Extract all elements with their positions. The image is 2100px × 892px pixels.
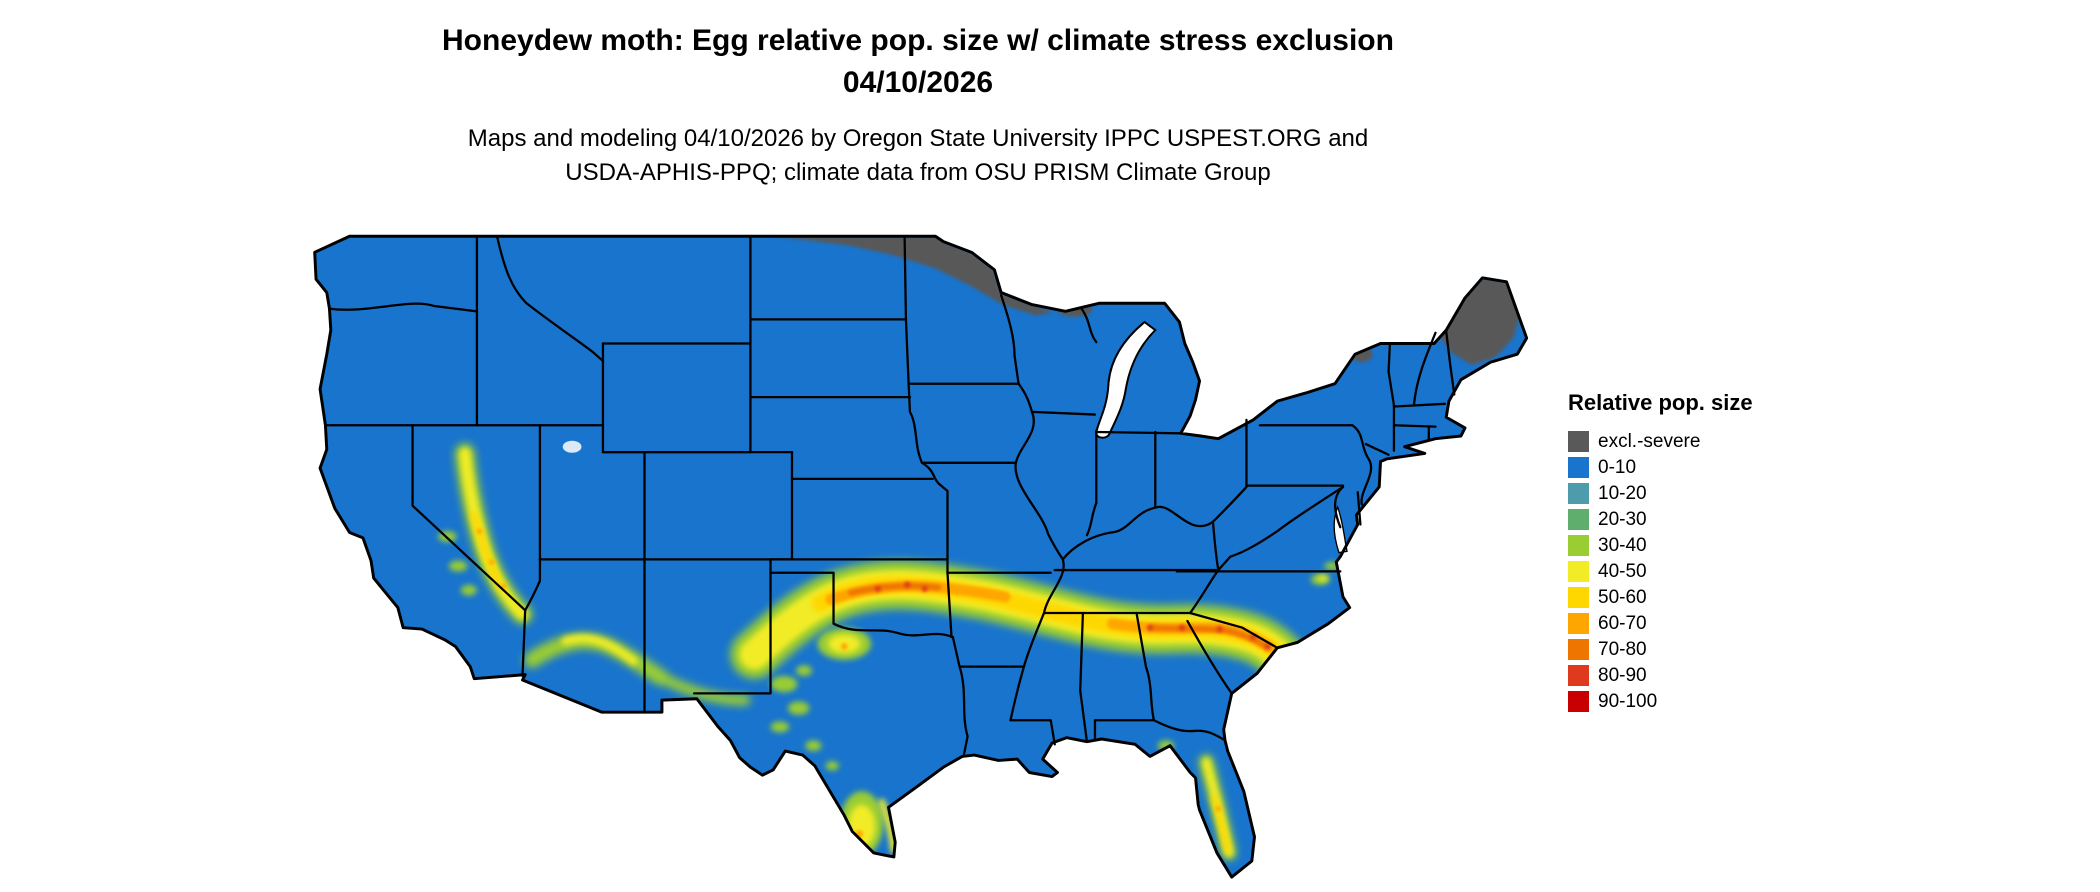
state-border-line: [1085, 429, 1098, 537]
legend-swatch: [1568, 534, 1589, 556]
state-border-line: [1095, 430, 1182, 435]
legend-swatch: [1568, 664, 1589, 686]
map-legend: Relative pop. size excl.-severe 0-10 10-…: [1568, 390, 1753, 714]
legend-label: 50-60: [1598, 586, 1647, 608]
legend-label: 30-40: [1598, 534, 1647, 556]
legend-label: 40-50: [1598, 560, 1647, 582]
legend-label: 0-10: [1598, 456, 1637, 478]
subtitle-line-2: USDA-APHIS-PPQ; climate data from OSU PR…: [565, 159, 1271, 186]
state-border-line: [907, 382, 924, 464]
great-salt-lake: [562, 440, 582, 453]
band-darkorange-east: [1149, 624, 1270, 650]
legend-label: 20-30: [1598, 508, 1647, 530]
legend-title: Relative pop. size: [1568, 390, 1753, 415]
state-border-line: [1189, 568, 1220, 615]
legend-item: 60-70: [1568, 610, 1753, 636]
page-subtitle: Maps and modeling 04/10/2026 by Oregon S…: [0, 122, 1836, 190]
state-border-line: [1079, 611, 1089, 743]
legend-swatch: [1568, 638, 1589, 660]
state-border-line: [1351, 424, 1373, 506]
legend-label: 10-20: [1598, 482, 1647, 504]
us-map-svg: [313, 234, 1529, 879]
legend-item: 90-100: [1568, 688, 1753, 714]
state-border-line: [1030, 410, 1097, 416]
legend-swatch: [1568, 482, 1589, 504]
state-border-line: [692, 571, 772, 695]
exclusion-region-minnesota: [770, 236, 1054, 316]
legend-swatch: [1568, 612, 1589, 634]
state-border-line: [1135, 611, 1156, 722]
state-border-line: [1412, 331, 1437, 405]
legend-label: excl.-severe: [1598, 430, 1701, 452]
legend-item: 20-30: [1568, 506, 1753, 532]
state-border-line: [946, 571, 953, 639]
subtitle-line-1: Maps and modeling 04/10/2026 by Oregon S…: [467, 125, 1369, 152]
legend-item: 30-40: [1568, 532, 1753, 558]
state-border-line: [1211, 418, 1248, 523]
legend-swatch: [1568, 690, 1589, 712]
state-borders: [324, 235, 1456, 758]
state-border-line: [1333, 485, 1345, 529]
legend-label: 70-80: [1598, 638, 1647, 660]
legend-swatch: [1568, 560, 1589, 582]
legend-item: 80-90: [1568, 662, 1753, 688]
exclusion-region-maine: [1440, 277, 1522, 365]
state-border-line: [1014, 382, 1064, 561]
state-border-line: [999, 294, 1020, 385]
state-border-line: [1186, 619, 1233, 695]
state-border-line: [1009, 558, 1065, 722]
band-arizona-mid: [561, 634, 638, 666]
state-border-line: [1080, 307, 1098, 344]
title-date: 04/10/2026: [842, 66, 994, 99]
state-border-line: [1093, 719, 1227, 742]
state-border-line: [521, 558, 542, 678]
lake-michigan: [1095, 320, 1157, 439]
legend-label: 80-90: [1598, 664, 1647, 686]
state-border-line: [1189, 611, 1279, 649]
page-title: Honeydew moth: Egg relative pop. size w/…: [0, 20, 1836, 104]
legend-swatch: [1568, 508, 1589, 530]
state-border-line: [1061, 505, 1215, 561]
state-border-line: [1445, 330, 1456, 396]
legend-item: 70-80: [1568, 636, 1753, 662]
state-border-line: [1364, 442, 1390, 456]
legend-item: 50-60: [1568, 584, 1753, 610]
state-border-line: [1009, 719, 1056, 746]
state-border-line: [769, 558, 954, 639]
state-border-line: [1211, 520, 1220, 572]
us-map: [308, 228, 1529, 888]
state-border-line: [1392, 402, 1447, 408]
legend-label: 90-100: [1598, 690, 1658, 712]
state-border-line: [1217, 485, 1345, 572]
legend-swatch: [1568, 456, 1589, 478]
state-border-line: [495, 235, 605, 363]
state-border-line: [1387, 342, 1396, 407]
legend-item: 0-10: [1568, 454, 1753, 480]
legend-item: 40-50: [1568, 558, 1753, 584]
legend-label: 60-70: [1598, 612, 1647, 634]
band-california-core: [470, 511, 505, 591]
state-border-line: [411, 424, 527, 612]
state-border-line: [951, 635, 969, 758]
legend-swatch: [1568, 430, 1589, 452]
band-florida-core: [1211, 795, 1231, 853]
state-border-line: [920, 461, 949, 561]
state-border-line: [328, 302, 479, 313]
state-border-line: [903, 235, 910, 385]
title-line-1: Honeydew moth: Egg relative pop. size w/…: [442, 24, 1394, 57]
state-border-line: [1356, 491, 1362, 526]
pop-band-darkorange: [847, 582, 1270, 650]
band-darkorange-west: [847, 582, 942, 596]
legend-swatch: [1568, 586, 1589, 608]
pop-specks-red: [874, 581, 1271, 650]
legend-item: 10-20: [1568, 480, 1753, 506]
legend-item: excl.-severe: [1568, 428, 1753, 454]
